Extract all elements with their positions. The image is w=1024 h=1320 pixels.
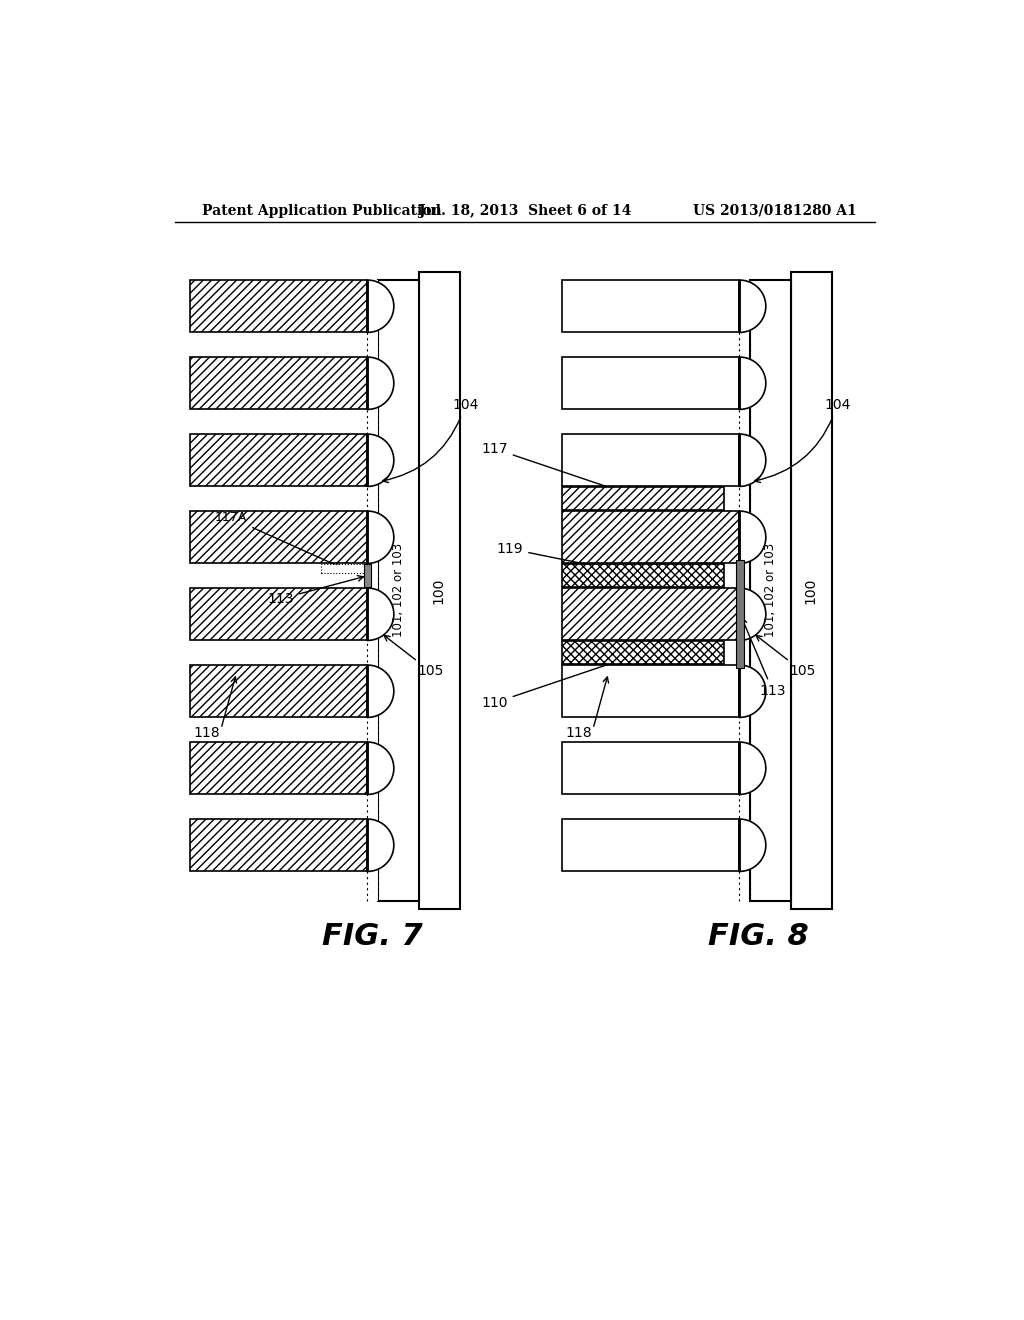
Text: 104: 104 (383, 397, 478, 483)
Text: Jul. 18, 2013  Sheet 6 of 14: Jul. 18, 2013 Sheet 6 of 14 (419, 203, 631, 218)
Bar (190, 280, 368, 333)
Bar (562, 818, 739, 871)
Bar (562, 665, 642, 718)
Bar (642, 665, 739, 718)
Polygon shape (739, 589, 766, 640)
Bar (364, 564, 372, 587)
Polygon shape (368, 280, 394, 333)
Bar (791, 272, 831, 909)
Polygon shape (739, 358, 766, 409)
Text: 119: 119 (497, 541, 638, 577)
Polygon shape (368, 742, 394, 795)
Bar (562, 358, 642, 409)
Bar (190, 434, 368, 487)
Bar (562, 742, 642, 795)
Polygon shape (368, 358, 394, 409)
Text: 118: 118 (566, 726, 593, 739)
Polygon shape (739, 434, 766, 487)
Polygon shape (739, 665, 766, 718)
Polygon shape (739, 818, 766, 871)
Bar (368, 280, 378, 902)
Polygon shape (739, 511, 766, 564)
Bar (419, 272, 460, 909)
Bar (562, 434, 642, 487)
Bar (562, 665, 739, 718)
Text: 105: 105 (384, 635, 443, 678)
Bar (736, 561, 744, 668)
Text: 100: 100 (804, 577, 818, 603)
Text: 118: 118 (194, 726, 220, 739)
Text: 100: 100 (432, 577, 445, 603)
Bar (190, 358, 368, 409)
Polygon shape (368, 818, 394, 871)
Text: 113: 113 (267, 576, 364, 606)
Text: 104: 104 (755, 397, 850, 483)
Polygon shape (368, 434, 394, 487)
Bar (751, 280, 791, 902)
Text: 101, 102 or 103: 101, 102 or 103 (764, 544, 777, 638)
Bar (190, 511, 368, 564)
Bar (562, 742, 739, 795)
Polygon shape (739, 280, 766, 333)
Bar (190, 818, 368, 871)
Polygon shape (368, 665, 394, 718)
Bar (562, 589, 739, 640)
Text: 113: 113 (741, 618, 786, 698)
Text: 101, 102 or 103: 101, 102 or 103 (392, 544, 404, 638)
Polygon shape (368, 511, 394, 564)
Text: FIG. 7: FIG. 7 (322, 921, 423, 950)
Text: 110: 110 (481, 653, 639, 710)
Bar (562, 487, 724, 511)
Bar (190, 742, 368, 795)
Bar (562, 818, 642, 871)
Bar (562, 511, 739, 564)
Bar (190, 589, 368, 640)
Bar (562, 434, 739, 487)
Text: 105: 105 (756, 635, 815, 678)
Polygon shape (368, 589, 394, 640)
Polygon shape (739, 742, 766, 795)
Text: 117: 117 (481, 442, 639, 498)
Bar (642, 742, 739, 795)
Bar (190, 665, 368, 718)
Bar (642, 818, 739, 871)
Bar (642, 434, 739, 487)
Bar (562, 280, 642, 333)
Bar (562, 280, 739, 333)
Bar (562, 564, 724, 587)
Text: 117A: 117A (215, 511, 340, 568)
Bar (642, 280, 739, 333)
Bar (321, 564, 368, 573)
Bar (642, 358, 739, 409)
Text: FIG. 8: FIG. 8 (709, 921, 809, 950)
Bar (378, 280, 419, 902)
Text: Patent Application Publication: Patent Application Publication (202, 203, 441, 218)
Bar (562, 642, 724, 664)
Bar (562, 358, 739, 409)
Text: US 2013/0181280 A1: US 2013/0181280 A1 (693, 203, 856, 218)
